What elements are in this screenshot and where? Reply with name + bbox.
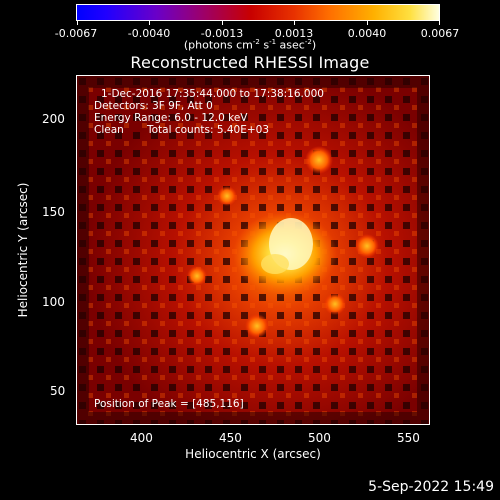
y-axis-title: Heliocentric Y (arcsec)	[16, 182, 30, 318]
colorbar-tick	[294, 21, 295, 25]
y-tick-label: 200	[42, 112, 65, 126]
colorbar-units: (photons cm-2 s-1 asec-2)	[183, 38, 317, 52]
x-tick-label: 400	[130, 431, 153, 445]
image-title: Reconstructed RHESSI Image	[130, 53, 370, 72]
colorbar-tick-label: -0.0067	[54, 27, 98, 40]
colorbar-tick	[149, 21, 150, 25]
info-method: Clean	[94, 124, 124, 136]
colorbar-tick	[222, 21, 223, 25]
info-total-counts: Total counts: 5.40E+03	[147, 124, 270, 136]
colorbar-tick-label: 0.0013	[274, 27, 314, 40]
colorbar-tick-label: 0.0067	[420, 27, 460, 40]
x-tick-label: 550	[397, 431, 420, 445]
x-axis-title: Heliocentric X (arcsec)	[185, 447, 321, 461]
info-energy-range: Energy Range: 6.0 - 12.0 keV	[94, 112, 248, 124]
colorbar	[76, 4, 440, 25]
colorbar-tick	[439, 21, 440, 25]
x-tick-label: 450	[219, 431, 242, 445]
y-tick-label: 100	[42, 295, 65, 309]
colorbar-tick-label: 0.0040	[347, 27, 387, 40]
info-detectors: Detectors: 3F 9F, Att 0	[94, 100, 213, 112]
y-tick-label: 150	[42, 205, 65, 219]
info-time-range: 1-Dec-2016 17:35:44.000 to 17:38:16.000	[101, 88, 324, 100]
colorbar-tick-label: -0.0040	[127, 27, 171, 40]
colorbar-tick-label: -0.0013	[200, 27, 244, 40]
colorbar-tick	[367, 21, 368, 25]
rhessi-image: 1-Dec-2016 17:35:44.000 to 17:38:16.000 …	[76, 75, 430, 425]
timestamp: 5-Sep-2022 15:49	[368, 479, 494, 495]
solar-flare-image	[77, 76, 429, 424]
x-tick-label: 500	[308, 431, 331, 445]
y-tick-label: 50	[50, 384, 66, 398]
peak-position-label: Position of Peak = [485,116]	[94, 398, 244, 410]
colorbar-tick	[77, 21, 78, 25]
